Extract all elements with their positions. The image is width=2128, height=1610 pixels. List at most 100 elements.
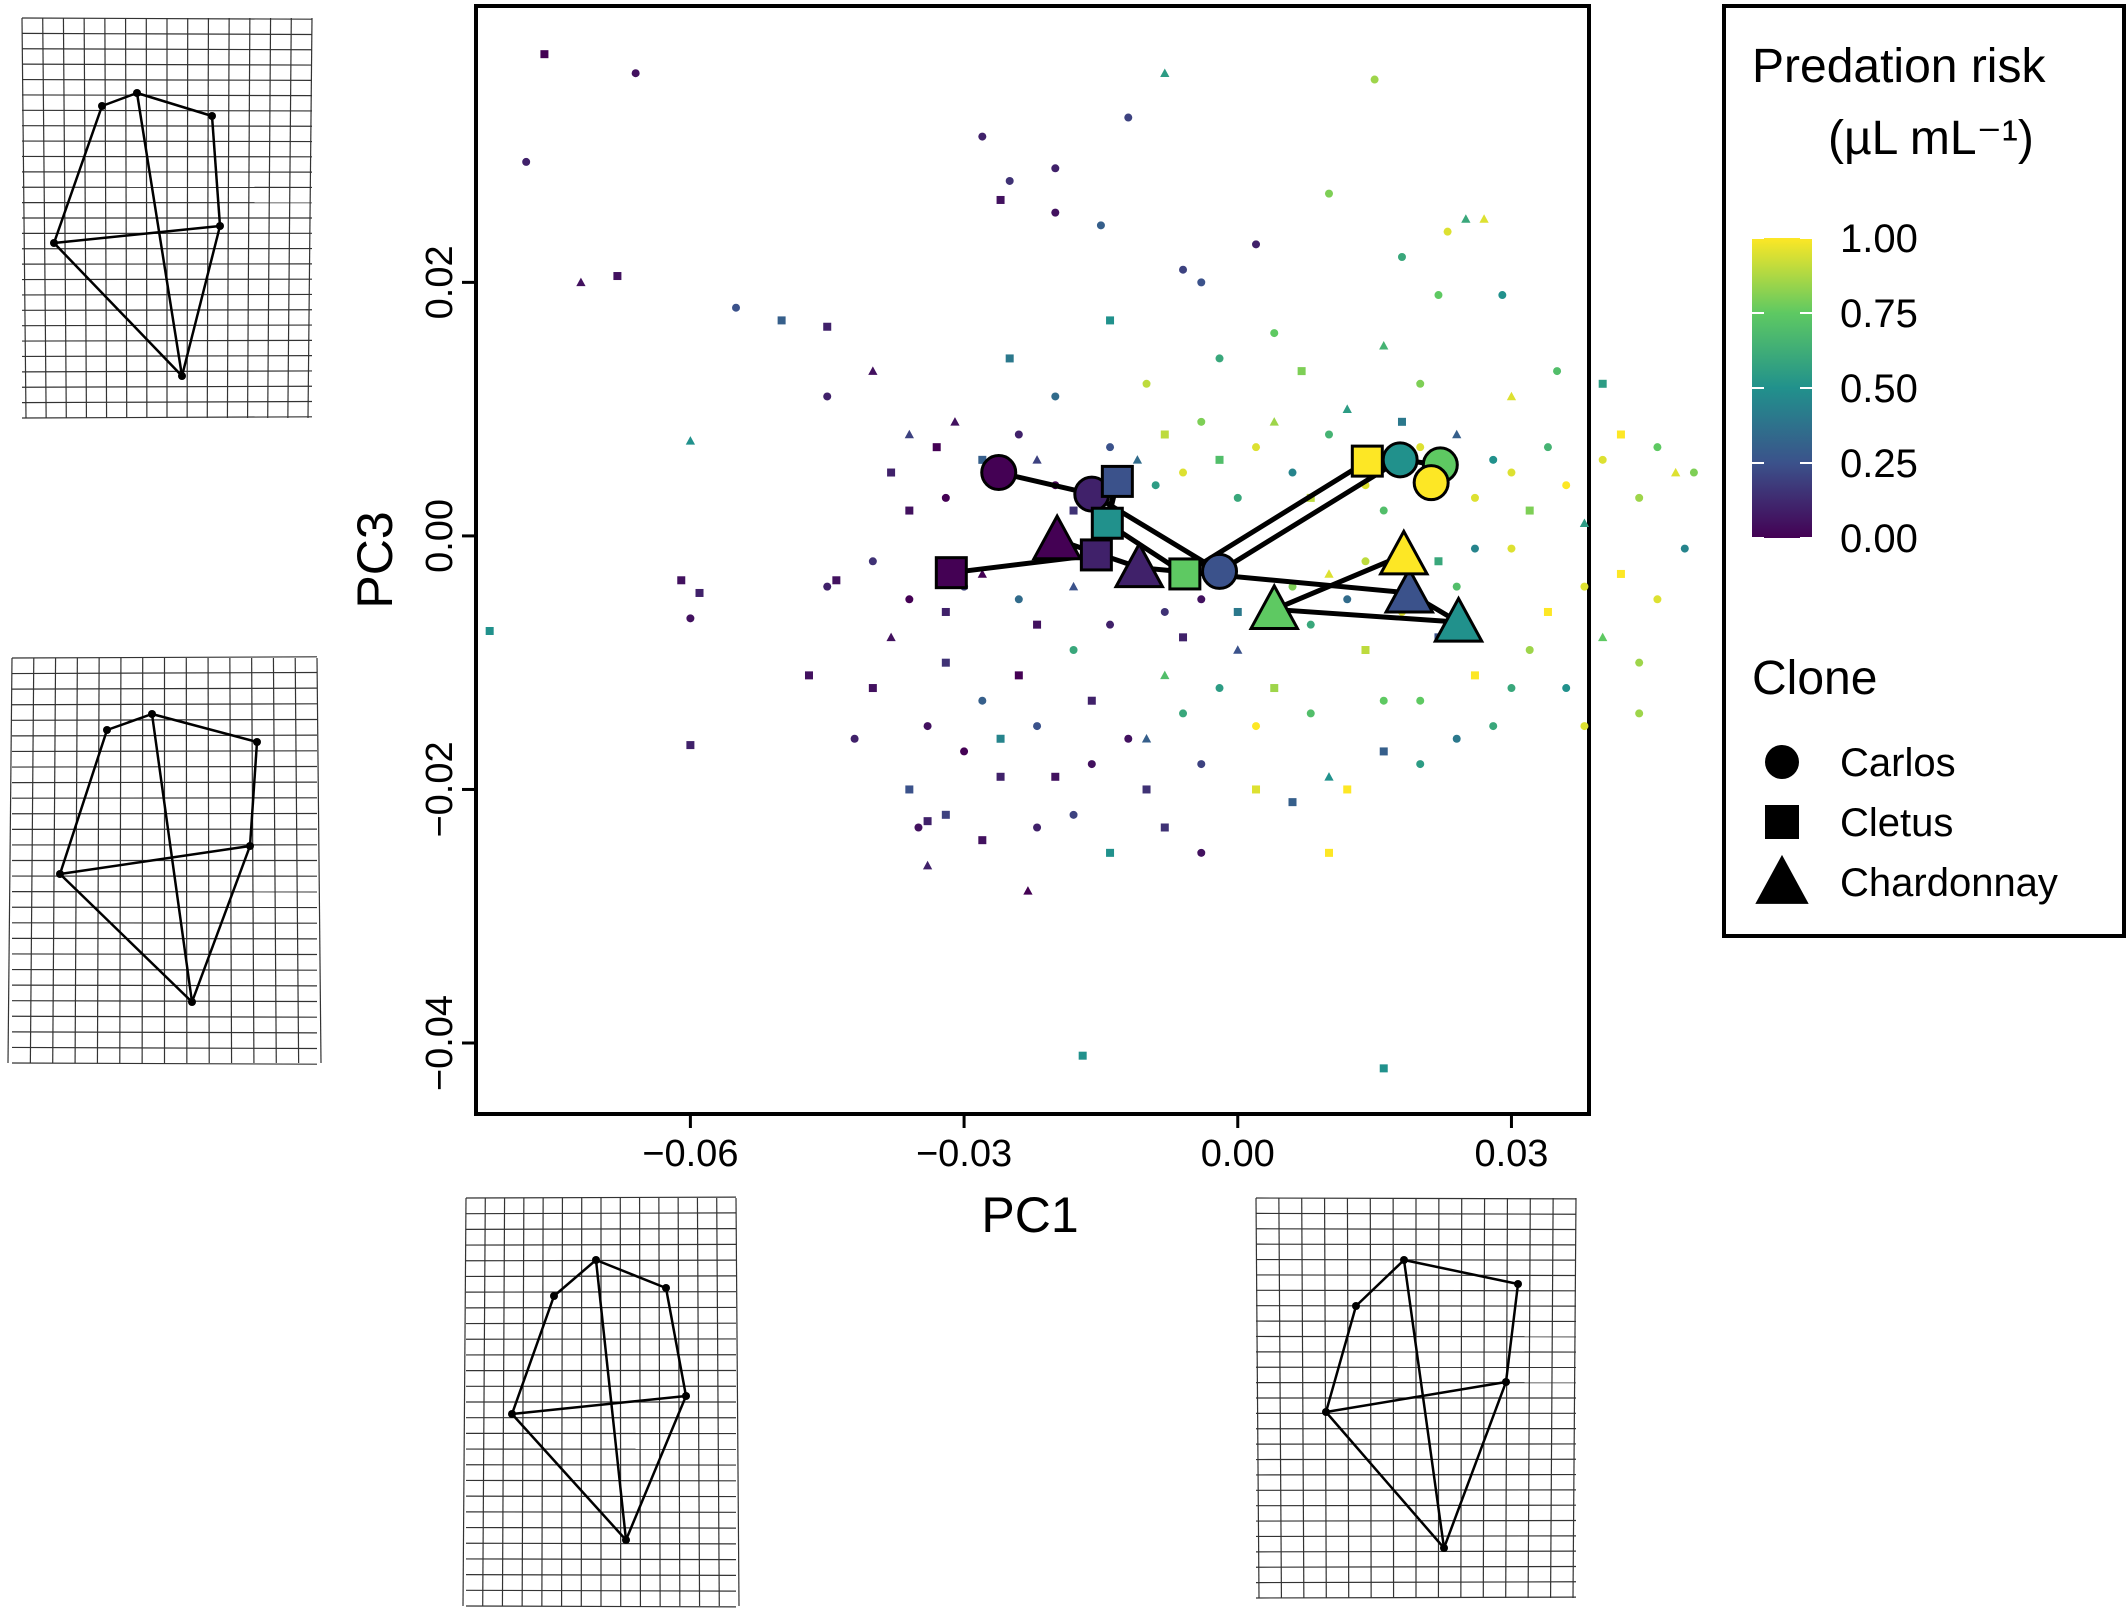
landmark-point xyxy=(1514,1280,1522,1288)
raw-point xyxy=(686,614,695,623)
grid-line xyxy=(11,687,318,690)
raw-point xyxy=(1397,417,1406,426)
raw-point xyxy=(804,671,813,680)
raw-point xyxy=(1270,329,1279,338)
raw-point xyxy=(996,195,1005,204)
grid-line xyxy=(11,1000,318,1003)
raw-point xyxy=(1635,493,1644,502)
landmark-edge xyxy=(136,91,213,118)
raw-point xyxy=(950,417,960,426)
raw-point xyxy=(1151,481,1160,490)
raw-point xyxy=(1197,278,1206,287)
landmark-point xyxy=(1502,1378,1510,1386)
landmark-point xyxy=(550,1292,558,1300)
landmark-edge xyxy=(1504,1283,1520,1383)
raw-point xyxy=(1087,760,1096,769)
raw-point xyxy=(1179,265,1188,274)
grid-line xyxy=(21,78,313,81)
grid-line xyxy=(21,355,313,358)
raw-point xyxy=(1069,646,1078,655)
raw-point xyxy=(1525,506,1534,515)
landmark-edge xyxy=(53,242,183,377)
raw-point xyxy=(1343,595,1352,604)
grid-line xyxy=(21,400,313,404)
grid-line xyxy=(11,968,318,971)
grid-line xyxy=(1255,1596,1577,1599)
legend-color-unit: (µL mL⁻¹) xyxy=(1828,112,2034,165)
x-tick-label: −0.06 xyxy=(642,1133,738,1175)
grid-line xyxy=(1255,1274,1577,1277)
raw-point xyxy=(922,860,933,870)
raw-point xyxy=(1179,468,1188,477)
colorbar-tick-label: 1.00 xyxy=(1840,217,1918,261)
grid-line xyxy=(1255,1550,1577,1553)
grid-line xyxy=(21,109,313,112)
raw-point xyxy=(1562,684,1571,693)
raw-point xyxy=(1270,684,1279,693)
grid-line xyxy=(465,1542,737,1545)
raw-point xyxy=(1452,582,1461,591)
landmark-edge xyxy=(180,225,222,377)
raw-point xyxy=(1680,544,1689,553)
raw-point xyxy=(1416,760,1425,769)
plot-frame xyxy=(474,4,1591,1116)
raw-point xyxy=(978,836,987,845)
grid-line xyxy=(465,1212,737,1215)
raw-point xyxy=(613,272,622,281)
raw-point xyxy=(978,132,987,141)
raw-point xyxy=(1069,506,1078,515)
raw-point xyxy=(1306,709,1315,718)
thumbnail-middle-left xyxy=(7,656,322,1065)
raw-point xyxy=(914,823,923,832)
landmark-edge xyxy=(53,224,221,245)
grid-line xyxy=(1255,1258,1577,1261)
landmark-point xyxy=(622,1536,630,1544)
landmark-edge xyxy=(510,1295,556,1415)
mean-point-chardonnay xyxy=(1113,540,1165,589)
raw-point xyxy=(1506,391,1517,401)
raw-point xyxy=(1525,646,1534,655)
raw-point xyxy=(1215,684,1224,693)
grid-line xyxy=(316,657,322,1064)
raw-point xyxy=(1297,367,1306,376)
raw-point xyxy=(1489,722,1498,731)
raw-point xyxy=(1005,354,1014,363)
grid-line xyxy=(1255,1565,1577,1568)
landmark-edge xyxy=(1355,1259,1405,1307)
landmark-point xyxy=(56,870,64,878)
grid-line xyxy=(21,17,313,20)
grid-line xyxy=(1255,1197,1577,1200)
raw-point xyxy=(576,277,586,287)
landmark-point xyxy=(50,239,58,247)
raw-point xyxy=(695,588,704,597)
mean-point-chardonnay xyxy=(1383,566,1436,614)
raw-point xyxy=(1379,696,1388,705)
raw-point xyxy=(1370,75,1379,84)
landmark-edge xyxy=(58,729,109,875)
raw-point xyxy=(868,557,877,566)
landmark-point xyxy=(682,1392,690,1400)
grid-line xyxy=(1255,1581,1577,1584)
legend-square-icon xyxy=(1765,805,1799,839)
raw-point xyxy=(1416,379,1425,388)
raw-point xyxy=(1635,658,1644,667)
raw-point xyxy=(1306,620,1315,629)
landmark-edge xyxy=(59,844,251,876)
grid-line xyxy=(7,657,13,1064)
raw-point xyxy=(1598,632,1608,642)
raw-point xyxy=(1141,734,1152,743)
raw-point xyxy=(1233,493,1242,502)
raw-point xyxy=(732,303,741,312)
y-tick-label: 0.02 xyxy=(419,245,461,319)
landmark-point xyxy=(208,112,216,120)
raw-point xyxy=(1598,455,1607,464)
raw-point xyxy=(1197,760,1206,769)
mean-point-chardonnay xyxy=(1432,595,1485,643)
landmark-edge xyxy=(248,741,259,847)
raw-point xyxy=(1580,582,1589,591)
raw-point xyxy=(1014,430,1023,439)
raw-point xyxy=(1434,557,1443,566)
raw-point xyxy=(1507,684,1516,693)
landmark-point xyxy=(662,1284,670,1292)
grid-line xyxy=(1255,1212,1577,1215)
